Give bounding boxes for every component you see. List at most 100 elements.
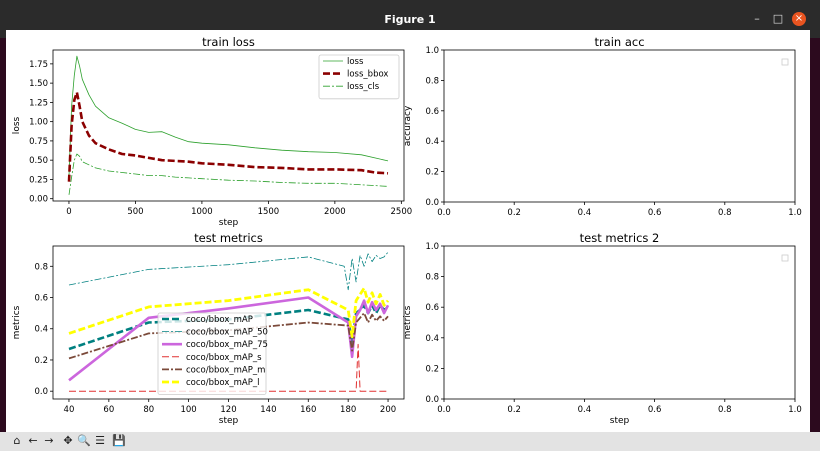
y-tick-label: 0.0 bbox=[425, 395, 439, 405]
x-tick-label: 0 bbox=[66, 207, 71, 217]
x-tick-label: 2500 bbox=[391, 207, 413, 217]
y-tick-label: 0.6 bbox=[425, 303, 439, 313]
maximize-button[interactable]: □ bbox=[772, 12, 784, 25]
chart-title: train acc bbox=[594, 35, 644, 49]
y-tick-label: 1.25 bbox=[29, 98, 48, 108]
y-tick-label: 1.0 bbox=[425, 242, 439, 252]
x-tick-label: 500 bbox=[127, 207, 143, 217]
chart-0 bbox=[50, 49, 405, 204]
y-axis-label: loss bbox=[12, 116, 22, 134]
figure-canvas[interactable]: train loss step loss 0 500 1000 1500 2000 2500 0.… bbox=[6, 30, 810, 432]
zoom-button[interactable]: 🔍 bbox=[77, 434, 91, 447]
window-title: Figure 1 bbox=[384, 13, 436, 26]
legend-box bbox=[157, 312, 267, 395]
y-tick-label: 0.25 bbox=[29, 175, 48, 185]
y-tick-label: 0.6 bbox=[425, 107, 439, 117]
x-tick-label: 80 bbox=[143, 405, 154, 415]
close-button[interactable]: × bbox=[792, 12, 806, 26]
y-tick-label: 0.4 bbox=[34, 325, 48, 335]
series-line-5 bbox=[68, 286, 390, 339]
x-axis-label: step bbox=[219, 416, 239, 426]
x-tick-label: 0.2 bbox=[507, 208, 521, 218]
y-tick-label: 0.2 bbox=[34, 356, 48, 366]
series-line-1 bbox=[68, 251, 389, 291]
back-button[interactable]: ← bbox=[28, 434, 38, 447]
legend-label: coco/bbox_mAP_50 bbox=[186, 328, 268, 338]
y-tick-label: 0.8 bbox=[425, 273, 439, 283]
x-tick-label: 0.0 bbox=[437, 405, 451, 415]
home-button[interactable]: ⌂ bbox=[13, 434, 21, 447]
empty-legend bbox=[781, 58, 789, 66]
legend-label: loss bbox=[347, 57, 364, 67]
x-tick-label: 1000 bbox=[191, 207, 213, 217]
pan-button[interactable]: ✥ bbox=[63, 434, 73, 447]
x-tick-label: 180 bbox=[340, 405, 356, 415]
y-tick-label: 0.8 bbox=[425, 76, 439, 86]
legend-box bbox=[318, 54, 400, 100]
x-tick-label: 0.2 bbox=[507, 405, 521, 415]
x-tick-label: 140 bbox=[260, 405, 276, 415]
series-line-1 bbox=[67, 91, 389, 182]
x-tick-label: 0.0 bbox=[437, 208, 451, 218]
y-tick-label: 0.50 bbox=[29, 156, 48, 166]
y-tick-label: 0.4 bbox=[425, 137, 439, 147]
chart-title: train loss bbox=[202, 35, 255, 49]
y-tick-label: 1.50 bbox=[29, 79, 48, 89]
y-tick-label: 0.00 bbox=[29, 195, 48, 205]
y-tick-label: 1.00 bbox=[29, 118, 48, 128]
forward-button[interactable]: → bbox=[44, 434, 54, 447]
x-tick-label: 60 bbox=[103, 405, 114, 415]
legend-label: loss_bbox bbox=[347, 70, 388, 80]
legend-label: coco/bbox_mAP_s bbox=[186, 353, 262, 363]
x-tick-label: 0.8 bbox=[718, 208, 732, 218]
y-tick-label: 0.6 bbox=[34, 294, 48, 304]
legend-label: coco/bbox_mAP bbox=[186, 315, 253, 325]
chart-2 bbox=[50, 245, 405, 402]
minimize-button[interactable]: – bbox=[754, 12, 760, 25]
figure-svg: train loss step loss 0 500 1000 1500 2000 2500 0.… bbox=[12, 35, 802, 426]
legend-label: coco/bbox_mAP_m bbox=[186, 365, 265, 375]
x-tick-label: 120 bbox=[220, 405, 236, 415]
legend-label: coco/bbox_mAP_l bbox=[186, 378, 259, 388]
y-tick-label: 1.75 bbox=[29, 60, 48, 70]
y-tick-label: 1.0 bbox=[425, 46, 439, 56]
empty-legend bbox=[781, 254, 789, 262]
y-tick-label: 0.8 bbox=[34, 262, 48, 272]
chart-title: test metrics 2 bbox=[580, 231, 660, 245]
y-tick-label: 0.0 bbox=[34, 387, 48, 397]
y-tick-label: 0.2 bbox=[425, 364, 439, 374]
plot-area bbox=[443, 49, 796, 203]
configure-subplots-button[interactable]: ☰ bbox=[95, 434, 105, 447]
x-tick-label: 200 bbox=[380, 405, 396, 415]
x-tick-label: 2000 bbox=[324, 207, 346, 217]
x-tick-label: 0.4 bbox=[578, 405, 592, 415]
series-line-2 bbox=[68, 296, 390, 382]
x-tick-label: 0.6 bbox=[648, 208, 662, 218]
legend-label: coco/bbox_mAP_75 bbox=[186, 340, 268, 350]
series-line-4 bbox=[68, 312, 389, 360]
x-tick-label: 0.6 bbox=[648, 405, 662, 415]
background-terminal bbox=[0, 38, 6, 432]
legend-label: loss_cls bbox=[347, 82, 380, 92]
x-tick-label: 100 bbox=[180, 405, 196, 415]
navigation-toolbar: ⌂ ← → ✥ 🔍 ☰ 💾 bbox=[0, 432, 820, 451]
x-tick-label: 1500 bbox=[258, 207, 280, 217]
y-tick-label: 0.0 bbox=[425, 198, 439, 208]
chart-title: test metrics bbox=[194, 231, 263, 245]
y-axis-label: metrics bbox=[403, 305, 413, 339]
x-tick-label: 1.0 bbox=[788, 208, 802, 218]
series-line-2 bbox=[68, 153, 389, 195]
x-axis-label: step bbox=[219, 218, 239, 228]
y-axis-label: accuracy bbox=[403, 105, 413, 146]
x-tick-label: 40 bbox=[64, 405, 75, 415]
chart-3 bbox=[441, 245, 796, 402]
x-tick-label: 0.4 bbox=[578, 208, 592, 218]
save-button[interactable]: 💾 bbox=[112, 434, 126, 447]
x-tick-label: 160 bbox=[300, 405, 316, 415]
series-line-3 bbox=[69, 343, 388, 392]
y-tick-label: 0.4 bbox=[425, 334, 439, 344]
y-axis-label: metrics bbox=[12, 305, 22, 339]
plot-area bbox=[443, 245, 796, 400]
series-line-0 bbox=[68, 55, 389, 176]
x-tick-label: 0.8 bbox=[718, 405, 732, 415]
